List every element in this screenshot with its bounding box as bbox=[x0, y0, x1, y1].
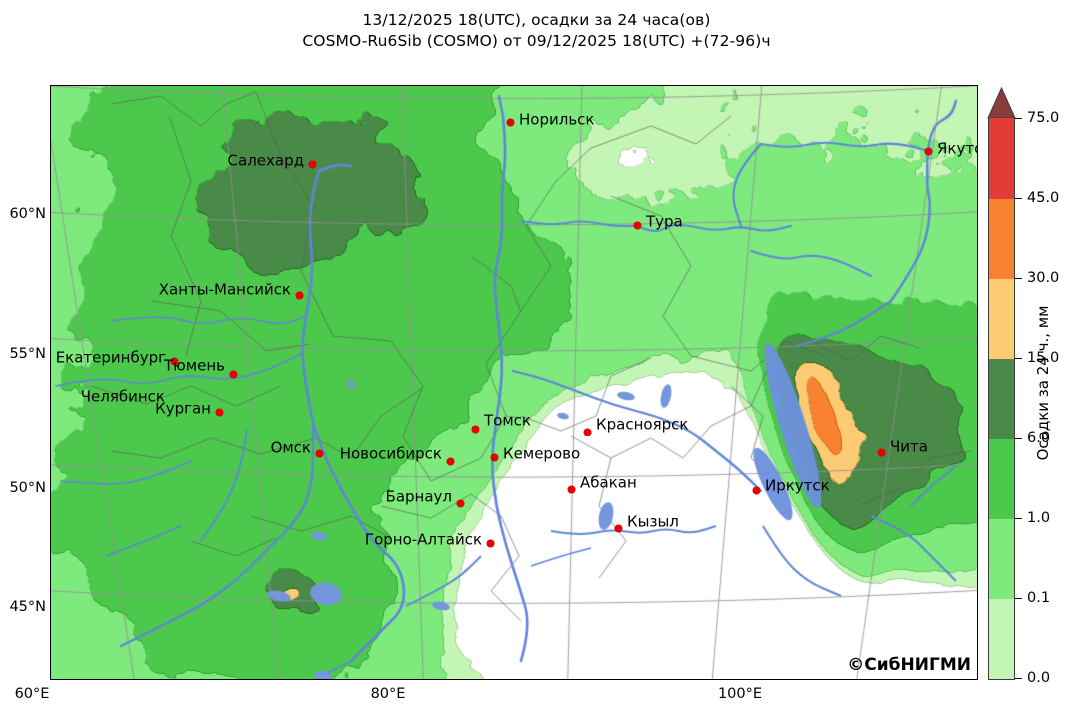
colorbar-band bbox=[989, 598, 1014, 679]
city-label: Кызыл bbox=[627, 512, 679, 531]
city-label: Тюмень bbox=[164, 356, 225, 375]
colorbar-over-arrow bbox=[987, 87, 1016, 119]
city-label: Челябинск bbox=[80, 387, 165, 406]
colorbar-tick-mark bbox=[1015, 118, 1022, 119]
city-dot-icon bbox=[506, 118, 514, 126]
colorbar-tick-mark bbox=[1015, 518, 1022, 519]
city-label: Чита bbox=[890, 437, 928, 456]
colorbar-tick-label: 1.0 bbox=[1027, 510, 1051, 526]
city-dot-icon bbox=[614, 524, 622, 532]
colorbar-tick-mark bbox=[1015, 438, 1022, 439]
colorbar-band bbox=[989, 278, 1014, 359]
city-label: Томск bbox=[484, 411, 531, 430]
city-dot-icon bbox=[308, 160, 316, 168]
x-axis-tick-label: 100°E bbox=[717, 686, 763, 702]
y-axis-tick-label: 60°N bbox=[9, 206, 46, 222]
colorbar-gradient bbox=[988, 118, 1015, 680]
colorbar-tick-label: 0.1 bbox=[1027, 590, 1051, 606]
city-dot-icon bbox=[583, 428, 591, 436]
city-label: Омск bbox=[270, 438, 311, 457]
y-axis-tick-label: 50°N bbox=[9, 480, 46, 496]
city-label: Ханты-Мансийск bbox=[158, 280, 291, 299]
colorbar-tick-label: 0.0 bbox=[1027, 670, 1051, 686]
city-dot-icon bbox=[215, 408, 223, 416]
colorbar-tick-mark bbox=[1015, 598, 1022, 599]
colorbar-tick-label: 45.0 bbox=[1027, 190, 1060, 206]
colorbar-band bbox=[989, 518, 1014, 599]
city-dot-icon bbox=[567, 485, 575, 493]
city-dot-icon bbox=[456, 499, 464, 507]
x-axis-tick-label: 80°E bbox=[370, 686, 406, 702]
colorbar-band bbox=[989, 118, 1014, 199]
city-dot-icon bbox=[471, 425, 479, 433]
x-axis-tick-label: 60°E bbox=[14, 686, 50, 702]
y-axis-tick-label: 45°N bbox=[9, 599, 46, 615]
copyright-watermark: ©СибНИГМИ bbox=[847, 655, 971, 675]
city-label: Абакан bbox=[580, 473, 637, 492]
city-label: Барнаул bbox=[385, 487, 452, 506]
city-dot-icon bbox=[229, 370, 237, 378]
title-block: 13/12/2025 18(UTC), осадки за 24 часа(ов… bbox=[0, 10, 1073, 52]
colorbar-band bbox=[989, 358, 1014, 439]
city-label: Иркутск bbox=[765, 476, 830, 495]
colorbar-tick-mark bbox=[1015, 678, 1022, 679]
page-title: 13/12/2025 18(UTC), осадки за 24 часа(ов… bbox=[362, 11, 711, 29]
city-label: Красноярск bbox=[596, 415, 689, 434]
city-dot-icon bbox=[752, 486, 760, 494]
colorbar-tick-mark bbox=[1015, 198, 1022, 199]
page-subtitle: COSMO-Ru6Sib (COSMO) от 09/12/2025 18(UT… bbox=[302, 32, 771, 50]
city-label: Салехард bbox=[227, 151, 304, 170]
colorbar-tick-label: 75.0 bbox=[1027, 110, 1060, 126]
city-label: Кемерово bbox=[503, 444, 581, 463]
city-dot-icon bbox=[170, 357, 178, 365]
y-axis-tick-label: 55°N bbox=[9, 346, 46, 362]
colorbar-band bbox=[989, 198, 1014, 279]
city-label: Горно-Алтайск bbox=[364, 530, 482, 549]
colorbar[interactable]: 0.0 0.1 1.0 6.0 15.0 30.0 45.0 75.0 Осадки за 2… bbox=[987, 85, 1073, 686]
city-dot-icon bbox=[490, 453, 498, 461]
colorbar-tick-mark bbox=[1015, 278, 1022, 279]
city-label: Тура bbox=[646, 212, 683, 231]
city-label: Якутск bbox=[937, 139, 977, 158]
city-dot-icon bbox=[315, 449, 323, 457]
colorbar-tick-label: 15.0 bbox=[1027, 350, 1060, 366]
city-dot-icon bbox=[295, 291, 303, 299]
city-dot-icon bbox=[877, 448, 885, 456]
colorbar-tick-label: 30.0 bbox=[1027, 270, 1060, 286]
precipitation-raster bbox=[51, 86, 977, 679]
colorbar-tick-label: 6.0 bbox=[1027, 430, 1051, 446]
city-label: Курган bbox=[155, 399, 211, 418]
map-plot-area[interactable]: Норильск Якутск Салехард Тура Ханты-Мансийск… bbox=[50, 85, 978, 680]
colorbar-band bbox=[989, 438, 1014, 519]
city-dot-icon bbox=[633, 221, 641, 229]
city-dot-icon bbox=[486, 539, 494, 547]
city-label: Екатеринбург bbox=[55, 348, 166, 367]
city-dot-icon bbox=[924, 147, 932, 155]
city-label: Норильск bbox=[519, 110, 595, 129]
city-label: Новосибирск bbox=[339, 444, 442, 463]
colorbar-tick-mark bbox=[1015, 358, 1022, 359]
city-dot-icon bbox=[446, 457, 454, 465]
colorbar-title: Осадки за 24 ч., мм bbox=[1034, 305, 1052, 460]
